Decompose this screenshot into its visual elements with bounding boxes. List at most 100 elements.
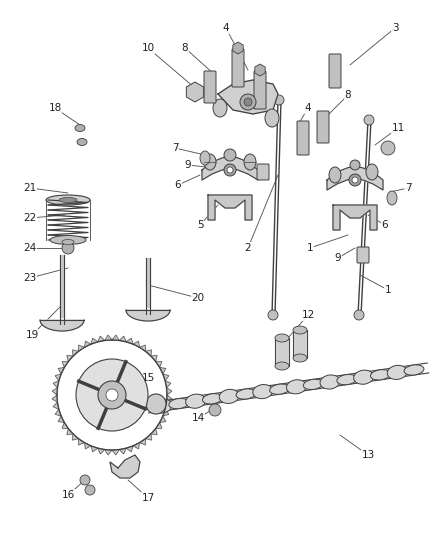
Ellipse shape <box>152 399 172 413</box>
Ellipse shape <box>77 139 87 146</box>
FancyBboxPatch shape <box>232 49 244 87</box>
Circle shape <box>62 242 74 254</box>
Polygon shape <box>166 395 172 402</box>
Ellipse shape <box>202 394 223 404</box>
Circle shape <box>224 149 236 161</box>
Polygon shape <box>139 345 145 351</box>
Text: 7: 7 <box>172 143 178 153</box>
FancyBboxPatch shape <box>357 247 369 263</box>
Ellipse shape <box>320 375 340 389</box>
Polygon shape <box>78 345 85 351</box>
Text: 6: 6 <box>175 180 181 190</box>
Text: 22: 22 <box>23 213 37 223</box>
Polygon shape <box>52 395 57 402</box>
Circle shape <box>98 381 126 409</box>
Polygon shape <box>55 374 61 381</box>
Ellipse shape <box>366 164 378 180</box>
Circle shape <box>106 389 118 401</box>
Text: 9: 9 <box>185 160 191 170</box>
Polygon shape <box>202 156 258 180</box>
Text: 16: 16 <box>61 490 74 500</box>
Polygon shape <box>146 258 150 307</box>
Ellipse shape <box>265 109 279 127</box>
Polygon shape <box>126 338 133 344</box>
Text: 5: 5 <box>197 220 203 230</box>
Ellipse shape <box>371 370 390 380</box>
Polygon shape <box>105 335 112 341</box>
Ellipse shape <box>75 125 85 132</box>
Polygon shape <box>112 449 119 455</box>
Ellipse shape <box>244 154 256 170</box>
Ellipse shape <box>353 370 374 384</box>
Circle shape <box>224 164 236 176</box>
Polygon shape <box>91 446 98 452</box>
Text: 1: 1 <box>385 285 391 295</box>
Polygon shape <box>112 335 119 341</box>
Ellipse shape <box>293 354 307 362</box>
Text: 4: 4 <box>223 23 230 33</box>
Polygon shape <box>327 166 383 190</box>
Polygon shape <box>72 350 78 356</box>
Circle shape <box>354 310 364 320</box>
Polygon shape <box>159 416 166 423</box>
Polygon shape <box>55 409 61 416</box>
Circle shape <box>274 95 284 105</box>
Ellipse shape <box>286 379 306 394</box>
Polygon shape <box>155 361 162 367</box>
Ellipse shape <box>169 399 189 409</box>
Text: 24: 24 <box>23 243 37 253</box>
Ellipse shape <box>46 195 90 205</box>
Text: 6: 6 <box>381 220 389 230</box>
FancyBboxPatch shape <box>329 54 341 88</box>
Polygon shape <box>67 429 73 434</box>
Ellipse shape <box>275 334 289 342</box>
Polygon shape <box>151 429 157 434</box>
Polygon shape <box>126 310 170 321</box>
FancyBboxPatch shape <box>254 71 266 109</box>
FancyBboxPatch shape <box>257 164 269 180</box>
Ellipse shape <box>186 394 205 408</box>
Circle shape <box>364 115 374 125</box>
Ellipse shape <box>293 326 307 334</box>
Circle shape <box>350 160 360 170</box>
FancyBboxPatch shape <box>317 111 329 143</box>
Circle shape <box>352 177 358 183</box>
Polygon shape <box>62 423 68 429</box>
Polygon shape <box>62 361 68 367</box>
Text: 12: 12 <box>301 310 314 320</box>
Ellipse shape <box>204 154 216 170</box>
Polygon shape <box>91 338 98 344</box>
Text: 15: 15 <box>141 373 155 383</box>
Polygon shape <box>139 439 145 445</box>
Polygon shape <box>60 255 64 317</box>
Polygon shape <box>72 434 78 440</box>
Text: 8: 8 <box>345 90 351 100</box>
Ellipse shape <box>387 191 397 205</box>
Ellipse shape <box>219 389 239 403</box>
Polygon shape <box>133 341 139 348</box>
Polygon shape <box>53 402 59 409</box>
Text: 10: 10 <box>141 43 155 53</box>
Polygon shape <box>52 388 57 395</box>
Ellipse shape <box>200 151 210 165</box>
FancyBboxPatch shape <box>297 121 309 155</box>
Ellipse shape <box>303 379 323 390</box>
Polygon shape <box>208 195 252 220</box>
Text: 21: 21 <box>23 183 37 193</box>
Polygon shape <box>53 381 59 388</box>
Circle shape <box>268 310 278 320</box>
Polygon shape <box>293 330 307 358</box>
Polygon shape <box>40 320 84 331</box>
Ellipse shape <box>329 167 341 183</box>
Text: 20: 20 <box>191 293 205 303</box>
Polygon shape <box>165 402 171 409</box>
Text: 17: 17 <box>141 493 155 503</box>
Polygon shape <box>145 434 152 440</box>
Text: 3: 3 <box>392 23 398 33</box>
Text: 23: 23 <box>23 273 37 283</box>
Polygon shape <box>110 455 140 478</box>
Polygon shape <box>78 439 85 445</box>
Text: 9: 9 <box>335 253 341 263</box>
Circle shape <box>240 94 256 110</box>
Circle shape <box>209 404 221 416</box>
